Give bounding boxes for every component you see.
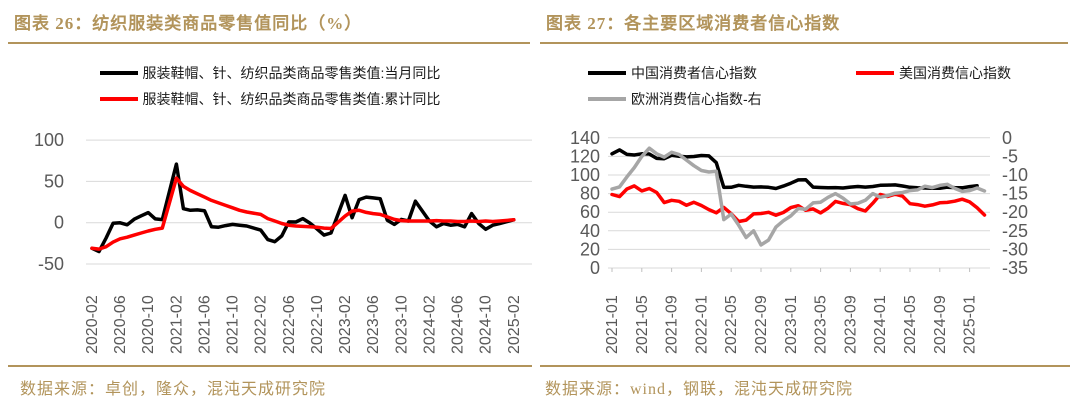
- black-line-sample-icon: [588, 71, 626, 75]
- svg-text:2020-02: 2020-02: [84, 295, 101, 354]
- svg-text:-5: -5: [1002, 146, 1018, 166]
- left-source-note: 数据来源：卓创，隆众，混沌天成研究院: [8, 365, 532, 399]
- svg-text:2024-06: 2024-06: [450, 295, 467, 354]
- svg-text:2020-06: 2020-06: [112, 295, 129, 354]
- svg-text:2021-01: 2021-01: [604, 295, 621, 354]
- red-line-sample-icon: [856, 71, 894, 75]
- legend-row: 中国消费者信心指数 美国消费信心指数: [540, 60, 1080, 86]
- svg-text:2023-09: 2023-09: [842, 295, 859, 354]
- gray-line-sample-icon: [588, 97, 626, 101]
- svg-text:-30: -30: [1002, 239, 1028, 259]
- svg-text:2024-09: 2024-09: [932, 295, 949, 354]
- legend-label: 美国消费信心指数: [899, 65, 1011, 81]
- svg-text:2023-05: 2023-05: [813, 295, 830, 354]
- legend-label: 服装鞋帽、针、纺织品类商品零售类值:累计同比: [142, 91, 441, 107]
- legend-row: 服装鞋帽、针、纺织品类商品零售类值:当月同比: [0, 60, 540, 86]
- red-line-sample-icon: [99, 97, 138, 101]
- legend-label: 中国消费者信心指数: [631, 65, 757, 81]
- svg-text:2024-01: 2024-01: [872, 295, 889, 354]
- svg-text:140: 140: [570, 130, 600, 148]
- svg-text:2021-09: 2021-09: [664, 295, 681, 354]
- svg-text:-25: -25: [1002, 221, 1028, 241]
- svg-text:2021-06: 2021-06: [197, 295, 214, 354]
- svg-text:2023-02: 2023-02: [337, 295, 354, 354]
- svg-text:2023-06: 2023-06: [365, 295, 382, 354]
- black-line-sample-icon: [99, 71, 138, 75]
- svg-text:2024-10: 2024-10: [478, 295, 495, 354]
- right-source-note: 数据来源：wind，钢联，混沌天成研究院: [540, 365, 1070, 399]
- right-chart-legend: 中国消费者信心指数 美国消费信心指数 欧洲消费信心指数-右: [540, 60, 1080, 112]
- svg-text:80: 80: [580, 184, 600, 204]
- right-chart-canvas: 140 120 100 80 60 40 20 0 0 -5 -10 -15 -20 -25 -30 -35 2…: [540, 130, 1080, 370]
- svg-text:2022-06: 2022-06: [281, 295, 298, 354]
- svg-text:2024-02: 2024-02: [421, 295, 438, 354]
- svg-text:-20: -20: [1002, 202, 1028, 222]
- left-chart-legend: 服装鞋帽、针、纺织品类商品零售类值:当月同比 服装鞋帽、针、纺织品类商品零售类值…: [0, 60, 540, 112]
- svg-text:2024-05: 2024-05: [902, 295, 919, 354]
- legend-row: 服装鞋帽、针、纺织品类商品零售类值:累计同比: [0, 86, 540, 112]
- left-chart-panel: 图表 26：纺织服装类商品零售值同比（%） 服装鞋帽、针、纺织品类商品零售类值:…: [0, 7, 540, 399]
- left-chart-canvas: 100 50 0 -50 2020-02 2020-06 2020-10 2021-02 202…: [0, 130, 540, 370]
- left-chart-title: 图表 26：纺织服装类商品零售值同比（%）: [8, 7, 530, 44]
- legend-item-china-cci: 中国消费者信心指数: [588, 63, 757, 83]
- svg-text:2025-01: 2025-01: [962, 295, 979, 354]
- svg-text:2020-10: 2020-10: [140, 295, 157, 354]
- svg-text:2025-02: 2025-02: [506, 295, 523, 354]
- svg-text:2021-10: 2021-10: [225, 295, 242, 354]
- svg-text:2022-01: 2022-01: [693, 295, 710, 354]
- legend-item-us-cci: 美国消费信心指数: [856, 63, 1011, 83]
- svg-text:100: 100: [34, 130, 64, 150]
- svg-text:2021-02: 2021-02: [168, 295, 185, 354]
- legend-item-europe-cci: 欧洲消费信心指数-右: [588, 89, 762, 109]
- svg-text:0: 0: [590, 258, 600, 278]
- svg-text:120: 120: [570, 146, 600, 166]
- svg-text:2022-02: 2022-02: [253, 295, 270, 354]
- svg-text:-50: -50: [38, 254, 64, 274]
- svg-text:60: 60: [580, 202, 600, 222]
- legend-item-monthly-yoy: 服装鞋帽、针、纺织品类商品零售类值:当月同比: [99, 63, 441, 83]
- svg-text:2023-01: 2023-01: [783, 295, 800, 354]
- legend-label: 欧洲消费信心指数-右: [631, 91, 762, 107]
- svg-text:0: 0: [1002, 130, 1012, 148]
- svg-text:0: 0: [54, 213, 64, 233]
- svg-text:20: 20: [580, 239, 600, 259]
- svg-text:2022-09: 2022-09: [753, 295, 770, 354]
- svg-text:2022-05: 2022-05: [723, 295, 740, 354]
- svg-text:100: 100: [570, 165, 600, 185]
- legend-row: 欧洲消费信心指数-右: [540, 86, 1080, 112]
- svg-text:40: 40: [580, 221, 600, 241]
- svg-text:50: 50: [44, 171, 64, 191]
- right-chart-title: 图表 27：各主要区域消费者信心指数: [540, 7, 1068, 44]
- legend-item-cumulative-yoy: 服装鞋帽、针、纺织品类商品零售类值:累计同比: [99, 89, 441, 109]
- right-chart-panel: 图表 27：各主要区域消费者信心指数 中国消费者信心指数 美国消费信心指数 欧洲…: [540, 0, 1080, 408]
- legend-label: 服装鞋帽、针、纺织品类商品零售类值:当月同比: [142, 65, 441, 81]
- svg-text:2023-10: 2023-10: [393, 295, 410, 354]
- svg-text:2022-10: 2022-10: [309, 295, 326, 354]
- svg-text:-10: -10: [1002, 165, 1028, 185]
- svg-text:2021-05: 2021-05: [634, 295, 651, 354]
- svg-text:-15: -15: [1002, 184, 1028, 204]
- svg-text:-35: -35: [1002, 258, 1028, 278]
